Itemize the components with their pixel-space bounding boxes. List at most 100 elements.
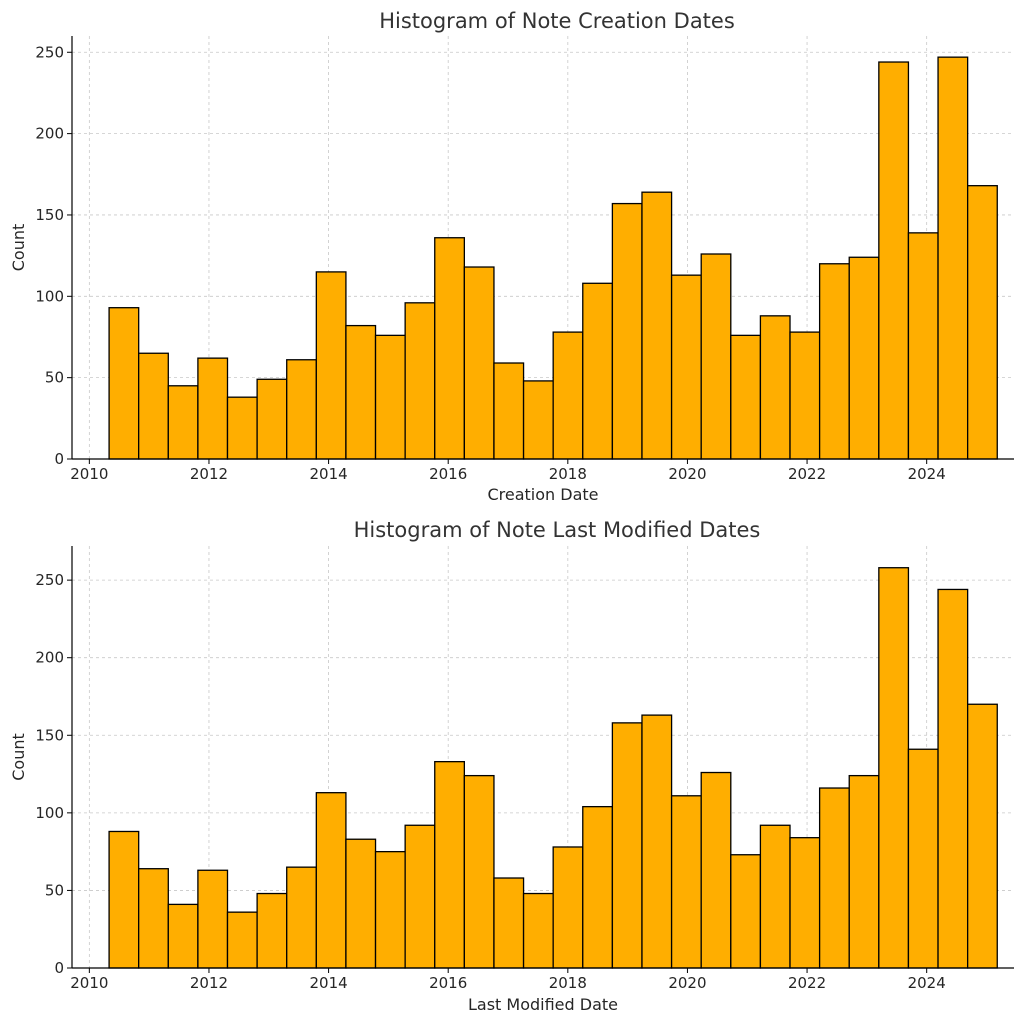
histogram-bar [345,838,377,969]
histogram-bar [730,854,762,969]
bars [108,56,998,460]
histogram-bar [286,866,317,969]
y-tick-label: 200 [35,125,64,143]
histogram-bar [138,868,169,969]
histogram-bar [848,256,880,460]
histogram-bar [700,771,732,969]
x-tick-label: 2022 [788,974,826,992]
histogram-bar [789,331,821,460]
y-tick-label: 150 [35,726,64,744]
histogram-bar [256,892,288,969]
histogram-bar [759,315,791,460]
histogram-bar [434,237,466,460]
x-axis-title: Last Modified Date [468,995,618,1014]
histogram-bar [759,824,791,969]
histogram-bar [966,185,998,460]
y-tick-label: 100 [35,287,64,305]
histogram-bar [404,302,436,460]
histogram-bar [789,837,821,969]
histogram-bar [641,191,673,460]
chart-panel-1: 2010 2012 2014 2016 2018 2020 2022 2024 0 50 100 15… [9,9,1014,504]
histogram-bar [374,334,406,460]
y-tick-label: 250 [35,571,64,589]
x-axis-title: Creation Date [487,485,598,504]
bars [108,567,998,969]
histogram-bar [907,748,939,969]
x-tick-label: 2024 [908,465,946,483]
histogram-bar [552,846,584,969]
histogram-bar [848,774,880,969]
histogram-bar [226,396,258,460]
y-tick-label: 250 [35,43,64,61]
histogram-bar [315,271,347,460]
y-axis-title: Count [9,224,28,272]
histogram-bar [611,722,643,969]
y-axis-title: Count [9,733,28,781]
y-tick-label: 0 [54,450,64,468]
histogram-bar [966,703,998,969]
x-tick-label: 2014 [309,974,347,992]
x-tick-label: 2016 [429,465,467,483]
histogram-bar [434,761,466,969]
histogram-bar [345,324,377,460]
histogram-bar [493,362,525,460]
y-tick-label: 150 [35,206,64,224]
x-tick-label: 2014 [309,465,347,483]
histogram-bar [670,274,702,460]
histogram-bar [256,378,288,460]
x-tick-label: 2010 [70,465,108,483]
histogram-bar [641,714,673,969]
histogram-bar [463,774,495,969]
histogram-bar [286,359,317,460]
histogram-bar [108,830,140,969]
histogram-bar [315,792,347,969]
x-tick-label: 2010 [70,974,108,992]
histogram-bar [582,805,614,969]
x-tick-label: 2018 [549,974,587,992]
y-tick-label: 0 [54,959,64,977]
x-tick-label: 2024 [908,974,946,992]
histogram-bar [611,202,643,460]
histogram-bar [374,850,406,969]
x-tick-label: 2012 [190,465,228,483]
chart-title: Histogram of Note Creation Dates [379,9,735,33]
histogram-bar [197,869,229,969]
histogram-bar [818,263,850,460]
histogram-bar [937,588,969,969]
histogram-bar [226,911,258,969]
chart-panel-2: 2010 2012 2014 2016 2018 2020 2022 2024 0 50 100 15… [9,518,1014,1014]
histogram-bar [493,877,525,969]
histogram-bar [552,331,584,460]
histogram-bar [197,357,229,460]
histogram-bar [730,334,762,460]
histogram-bar [582,282,614,460]
histogram-bar [167,385,199,460]
x-tick-label: 2020 [668,974,706,992]
y-tick-label: 50 [45,881,64,899]
x-tick-label: 2020 [668,465,706,483]
histogram-bar [108,307,140,460]
x-tick-label: 2012 [190,974,228,992]
y-tick-label: 200 [35,649,64,667]
histogram-bar [522,380,554,460]
y-tick-label: 100 [35,804,64,822]
histogram-bar [818,787,850,969]
histogram-bar [878,61,910,460]
histogram-bar [404,824,436,969]
chart-title: Histogram of Note Last Modified Dates [354,518,761,542]
histogram-bar [907,232,939,460]
x-tick-label: 2018 [549,465,587,483]
histogram-bar [167,903,199,969]
histogram-bar [937,56,969,460]
histogram-bar [522,892,554,969]
histogram-bar [878,567,910,969]
histogram-bar [670,795,702,969]
histogram-bar [138,352,169,460]
histogram-bar [463,266,495,460]
y-tick-label: 50 [45,369,64,387]
histogram-bar [700,253,732,460]
x-tick-label: 2016 [429,974,467,992]
x-tick-label: 2022 [788,465,826,483]
